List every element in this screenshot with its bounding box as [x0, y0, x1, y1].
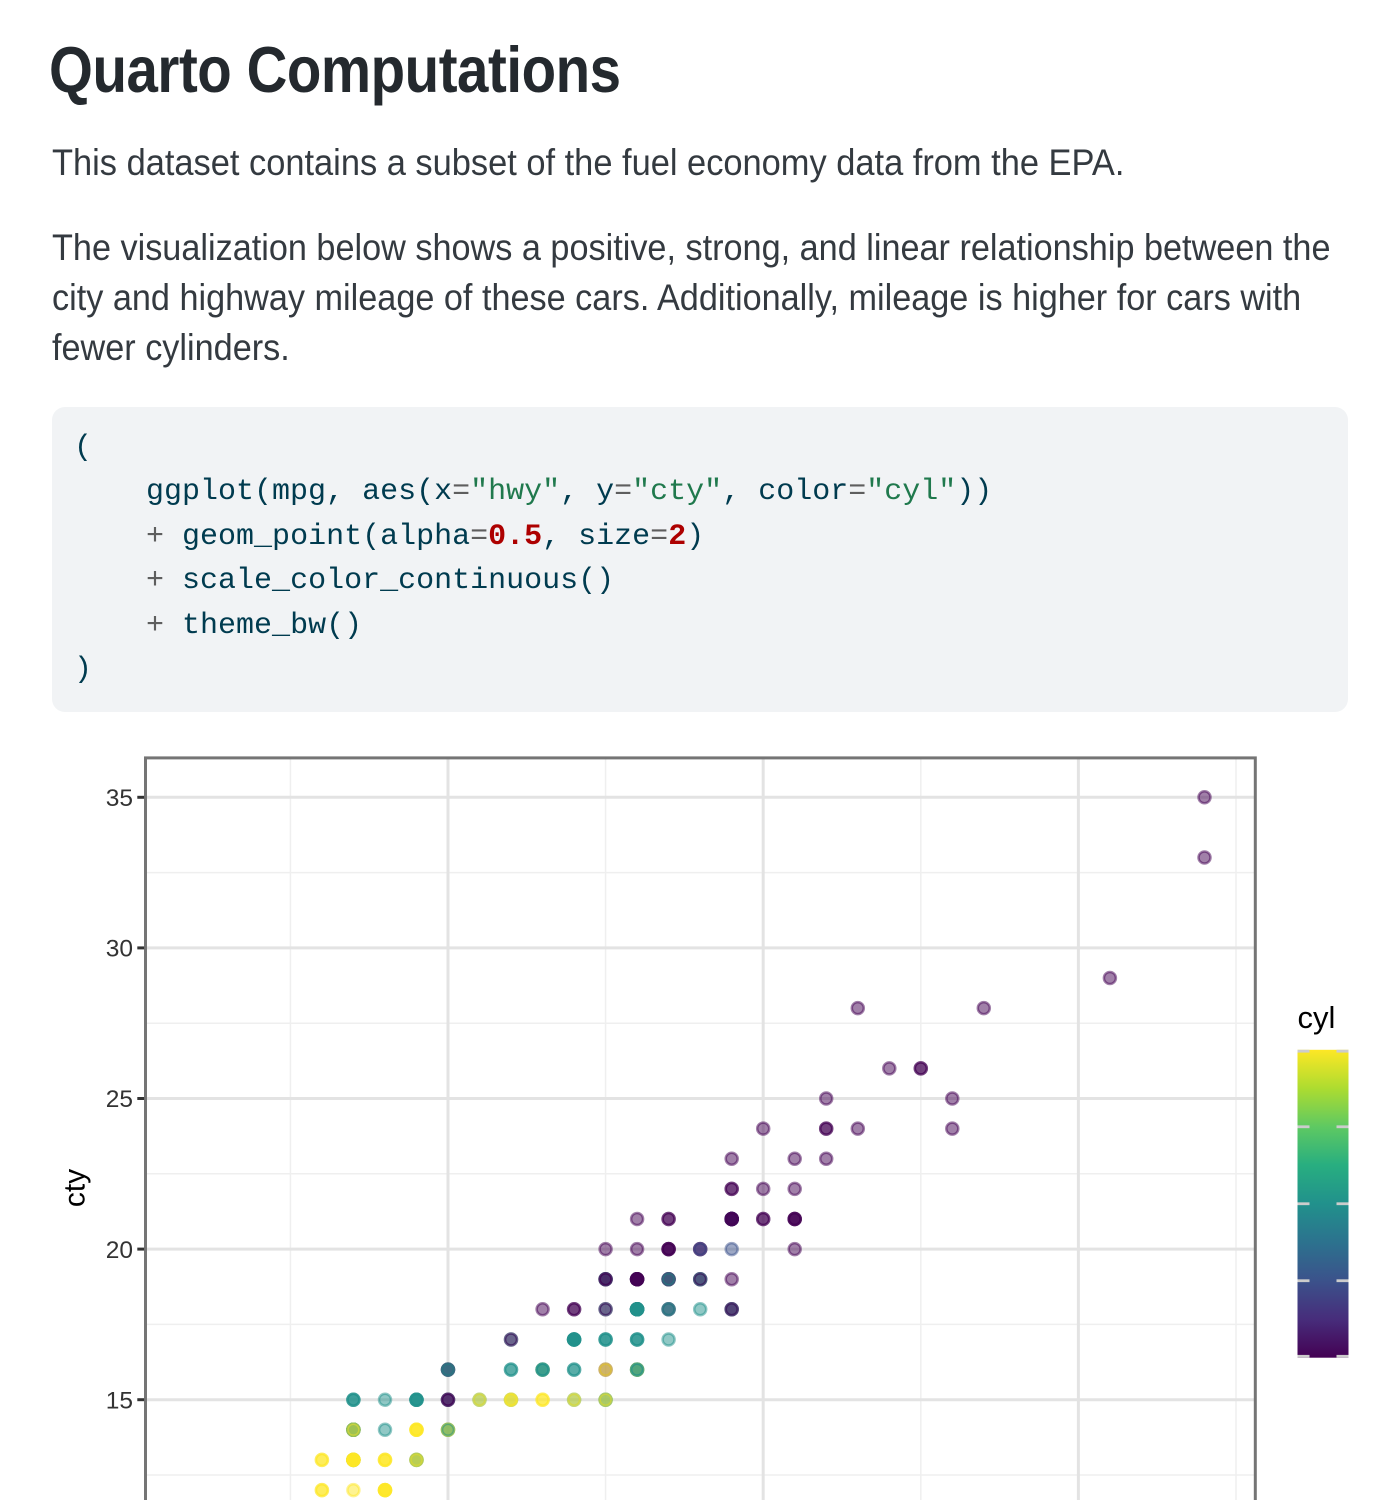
svg-text:cyl: cyl [1298, 1000, 1336, 1035]
svg-text:15: 15 [106, 1387, 133, 1414]
svg-text:35: 35 [106, 785, 133, 812]
svg-text:25: 25 [106, 1086, 133, 1113]
svg-text:30: 30 [106, 936, 133, 963]
svg-text:cty: cty [59, 1169, 92, 1207]
svg-text:20: 20 [106, 1237, 133, 1264]
